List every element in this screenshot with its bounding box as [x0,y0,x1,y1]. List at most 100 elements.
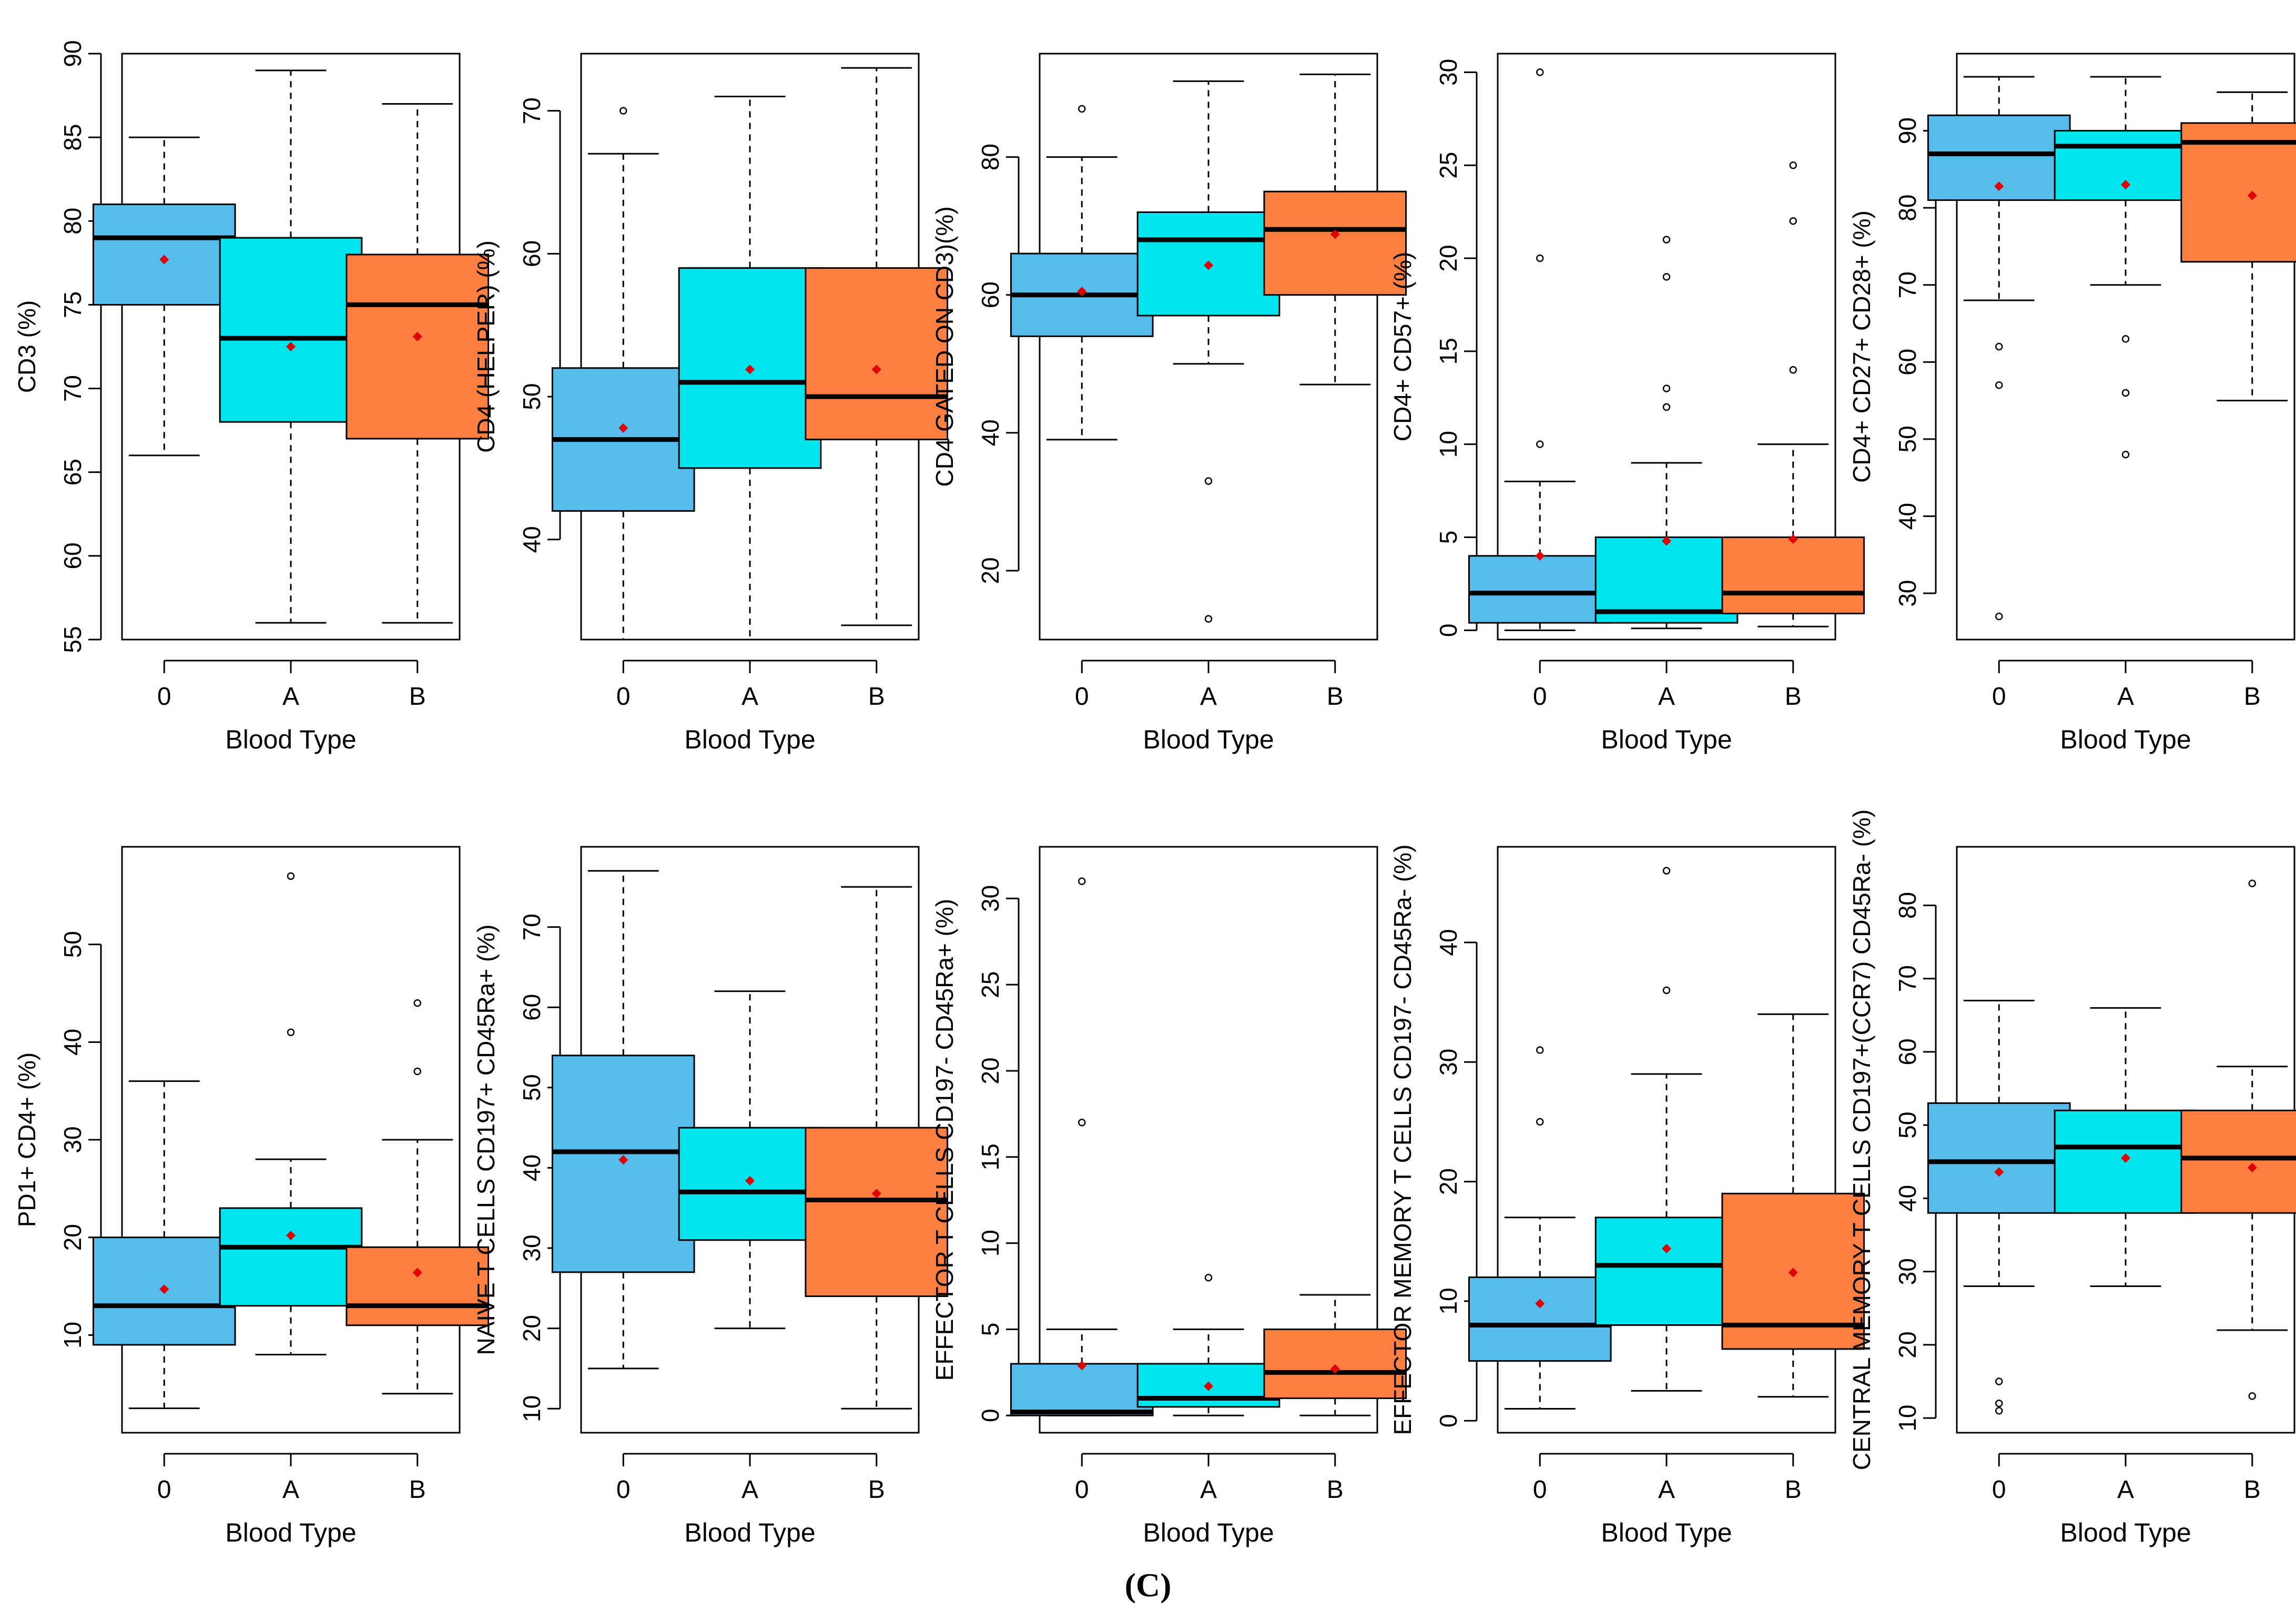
outlier-point [2121,450,2130,459]
outlier-point [1789,217,1797,225]
outlier-point [1789,366,1797,374]
x-axis-label: Blood Type [1143,1518,1274,1547]
outlier-point [1995,612,2003,621]
box-0 [551,870,695,1370]
x-tick-label: B [1785,683,1802,711]
plot-frame [1497,846,1836,1434]
y-tick-label: 0 [1435,624,1462,637]
chart-panel-4: 0 5 10 15 20 25 30 CD4+ CD57+ (%) 0 A B Blood Type [1389,53,1865,754]
box-B [2180,879,2296,1400]
chart-panel-7: 10 20 30 40 50 60 70 NAIVE T CELLS CD197+ CD45R… [472,846,949,1547]
chart-panel-6: 10 20 30 40 50 PD1+ CD4+ (%) 0 A B Blood Type [13,846,490,1547]
outlier-point [1662,273,1671,281]
y-tick-label: 20 [977,557,1004,584]
x-tick-label: A [741,1476,758,1504]
y-tick-label: 30 [1435,1049,1462,1076]
box-iqr [1010,1363,1154,1416]
outlier-point [1536,254,1544,262]
outlier-point [1995,1406,2003,1415]
outlier-point [1662,403,1671,411]
x-tick-label: A [2117,1476,2134,1504]
outlier-point [1995,381,2003,389]
y-tick-label: 30 [518,1234,545,1261]
y-tick-label: 60 [1894,1038,1921,1065]
box-A [1136,80,1281,623]
y-tick-label: 20 [1435,1168,1462,1195]
y-axis-label: NAIVE T CELLS CD197+ CD45Ra+ (%) [472,925,500,1355]
x-tick-label: A [1200,1476,1217,1504]
y-tick-label: 85 [59,124,86,151]
outlier-point [1995,1377,2003,1385]
box-B [2180,91,2296,402]
box-iqr [219,237,363,423]
box-iqr [805,1127,949,1298]
x-tick-label: 0 [157,683,171,711]
outlier-point [1662,236,1671,244]
y-tick-label: 65 [59,459,86,485]
y-tick-label: 70 [1894,271,1921,298]
box-A [2054,1007,2198,1287]
outlier-point [287,1028,295,1037]
y-tick-label: 20 [977,1057,1004,1084]
y-tick-label: 30 [1894,1258,1921,1285]
y-tick-label: 70 [518,97,545,124]
box-A [219,69,363,624]
mean-marker [2121,1153,2130,1163]
y-tick-label: 80 [59,208,86,235]
plot-frame [1956,53,2295,641]
y-tick-label: 70 [1894,965,1921,992]
box-A [1594,867,1739,1392]
box-iqr [1468,1276,1612,1362]
x-tick-label: B [1327,683,1344,711]
box-iqr [1927,1102,2071,1214]
x-tick-label: A [1200,683,1217,711]
mean-marker [1204,1381,1213,1391]
y-tick-label: 40 [518,526,545,553]
box-B [1721,161,1865,627]
panel-label: (C) [1125,1566,1172,1604]
box-0 [92,1080,236,1410]
x-axis-label: Blood Type [225,1518,356,1547]
mean-marker [1662,536,1671,546]
chart-panel-10: 10 20 30 40 50 60 70 80 CENTRAL MEMORY T CELLS C… [1848,809,2296,1547]
outlier-point [287,872,295,880]
box-iqr [1594,1217,1739,1326]
chart-panel-9: 0 10 20 30 40 EFFECTOR MEMORY T CELLS CD197- … [1389,844,1865,1547]
y-tick-label: 60 [977,281,1004,308]
box-0 [1468,1046,1612,1410]
mean-marker [618,1155,628,1165]
plot-frame [1039,846,1378,1434]
y-tick-label: 40 [59,1029,86,1056]
box-B [805,886,949,1410]
box-iqr [1594,536,1739,624]
chart-panel-1: 55 60 65 70 75 80 85 90 CD3 (%) 0 A B Blood Type [13,40,490,754]
outlier-point [1536,1046,1544,1054]
x-axis-label: Blood Type [225,725,356,754]
y-tick-label: 10 [977,1230,1004,1257]
y-tick-label: 25 [1435,152,1462,179]
y-axis-label: CD4 GATED ON CD3)(%) [931,206,958,487]
chart-panel-5: 30 40 50 60 70 80 90 CD4+ CD27+ CD28+ (%) 0 A B Blo… [1848,53,2296,754]
outlier-point [1204,477,1213,485]
outlier-point [1995,1400,2003,1407]
y-tick-label: 90 [59,40,86,67]
y-tick-label: 60 [1894,349,1921,376]
box-A [678,990,822,1330]
box-0 [1468,68,1612,631]
y-tick-label: 40 [1894,1185,1921,1212]
plot-frame [1039,53,1378,641]
outlier-point [1536,440,1544,448]
y-tick-label: 80 [1894,195,1921,221]
y-tick-label: 5 [1435,531,1462,544]
outlier-point [413,1067,421,1076]
x-axis-label: Blood Type [2060,1518,2191,1547]
box-B [1721,1013,1865,1398]
x-axis-label: Blood Type [1143,725,1274,754]
y-tick-label: 30 [977,885,1004,912]
outlier-point [1204,615,1213,623]
x-tick-label: 0 [616,683,631,711]
y-tick-label: 70 [518,914,545,940]
box-iqr [2180,1109,2296,1214]
mean-marker [618,423,628,433]
box-A [678,96,822,641]
